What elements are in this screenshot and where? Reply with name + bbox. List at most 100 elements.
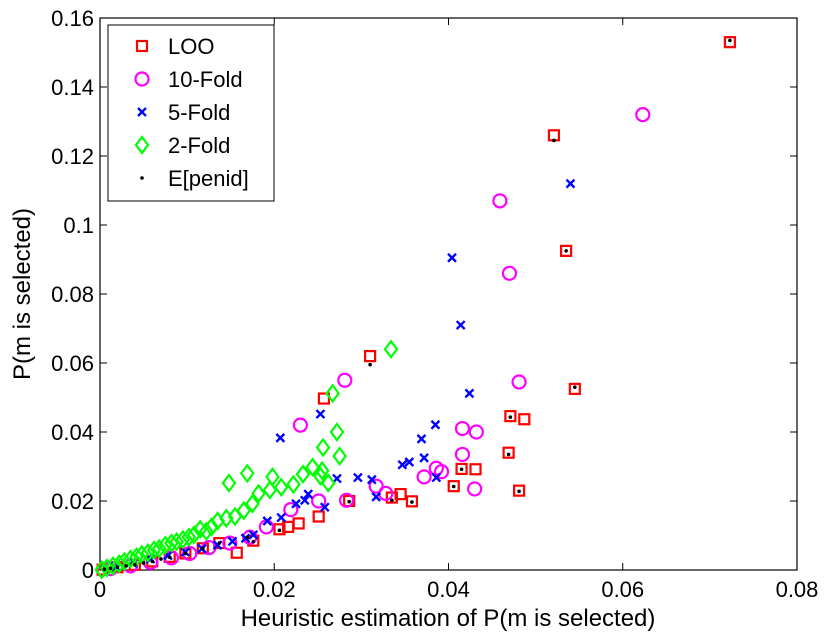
point-10-fold bbox=[338, 492, 355, 508]
x-axis-label: Heuristic estimation of P(m is selected) bbox=[241, 605, 656, 632]
legend-marker-e-penid bbox=[140, 176, 144, 180]
point-10-fold bbox=[635, 106, 651, 123]
point-2-fold bbox=[94, 559, 110, 580]
point-e-penid bbox=[159, 557, 163, 561]
point-loo bbox=[723, 36, 737, 49]
y-tick-label: 0.02 bbox=[51, 489, 94, 514]
point-10-fold bbox=[492, 193, 508, 209]
point-10-fold bbox=[501, 265, 518, 281]
point-e-penid bbox=[133, 563, 137, 567]
legend-marker-2-fold bbox=[134, 135, 150, 155]
point-2-fold bbox=[295, 464, 311, 484]
point-2-fold bbox=[332, 446, 347, 466]
point-5-fold bbox=[276, 512, 287, 523]
point-5-fold bbox=[248, 529, 259, 540]
point-10-fold bbox=[428, 460, 444, 476]
point-e-penid bbox=[245, 535, 250, 540]
point-e-penid bbox=[141, 561, 146, 565]
point-2-fold bbox=[273, 477, 289, 498]
point-loo bbox=[504, 410, 517, 423]
y-tick-label: 0.12 bbox=[51, 144, 94, 169]
point-loo bbox=[363, 350, 377, 363]
point-2-fold bbox=[169, 531, 185, 552]
y-tick-label: 0 bbox=[82, 558, 94, 583]
x-tick-label: 0.02 bbox=[253, 577, 296, 602]
point-e-penid bbox=[150, 559, 155, 564]
legend: LOO 10-Fold 5-Fold 2-Fold E[penid] bbox=[107, 24, 275, 202]
point-e-penid bbox=[368, 362, 372, 367]
legend-label-10-fold: 10-Fold bbox=[168, 67, 243, 92]
series-e-penid bbox=[102, 38, 732, 572]
point-e-penid bbox=[102, 567, 107, 572]
point-2-fold bbox=[313, 466, 328, 486]
point-10-fold bbox=[222, 535, 238, 551]
point-e-penid bbox=[564, 249, 568, 253]
point-e-penid bbox=[728, 38, 732, 43]
point-loo bbox=[273, 523, 286, 536]
point-e-penid bbox=[124, 564, 128, 568]
point-e-penid bbox=[552, 138, 556, 143]
point-2-fold bbox=[325, 383, 340, 404]
point-10-fold bbox=[467, 481, 483, 497]
x-axis: 0 0.02 0.04 0.06 0.08 bbox=[94, 18, 819, 602]
point-5-fold bbox=[303, 489, 314, 499]
y-tick-label: 0.06 bbox=[51, 351, 94, 376]
point-2-fold bbox=[227, 506, 243, 527]
point-2-fold bbox=[192, 519, 208, 540]
point-loo bbox=[455, 462, 468, 476]
point-e-penid bbox=[167, 555, 172, 560]
point-e-penid bbox=[183, 551, 188, 556]
point-e-penid bbox=[508, 415, 513, 419]
point-loo bbox=[230, 546, 243, 559]
point-2-fold bbox=[221, 473, 237, 493]
point-10-fold bbox=[368, 478, 384, 494]
point-2-fold bbox=[329, 422, 345, 442]
point-2-fold bbox=[251, 483, 266, 504]
point-5-fold bbox=[291, 498, 301, 509]
point-loo bbox=[282, 520, 295, 533]
point-5-fold bbox=[275, 433, 286, 443]
legend-label-5-fold: 5-Fold bbox=[168, 100, 230, 125]
point-e-penid bbox=[115, 565, 120, 570]
point-10-fold bbox=[454, 446, 471, 463]
series-loo bbox=[96, 36, 737, 576]
point-e-penid bbox=[108, 566, 113, 571]
x-tick-label: 0.08 bbox=[776, 577, 819, 602]
y-tick-label: 0.08 bbox=[51, 282, 94, 307]
legend-label-e-penid: E[penid] bbox=[168, 166, 249, 191]
y-tick-label: 0.1 bbox=[63, 213, 94, 238]
point-5-fold bbox=[240, 533, 251, 544]
point-5-fold bbox=[227, 536, 238, 547]
point-loo bbox=[447, 480, 460, 493]
point-2-fold bbox=[151, 538, 167, 559]
point-e-penid bbox=[347, 499, 351, 504]
series-2-fold bbox=[94, 339, 399, 580]
legend-label-2-fold: 2-Fold bbox=[168, 133, 230, 158]
point-10-fold bbox=[283, 502, 299, 518]
point-2-fold bbox=[239, 463, 255, 484]
point-5-fold bbox=[419, 453, 429, 463]
legend-label-loo: LOO bbox=[168, 34, 214, 59]
point-5-fold bbox=[366, 474, 377, 485]
y-axis: 0 0.02 0.04 0.06 0.08 0.1 0.12 0.14 0.16 bbox=[51, 6, 797, 583]
point-loo bbox=[469, 463, 482, 476]
y-tick-label: 0.16 bbox=[51, 6, 94, 31]
y-tick-label: 0.04 bbox=[51, 420, 94, 445]
point-5-fold bbox=[397, 459, 408, 470]
point-10-fold bbox=[468, 424, 484, 440]
point-2-fold bbox=[245, 493, 260, 514]
data-marks bbox=[94, 36, 737, 580]
point-loo bbox=[512, 484, 526, 497]
point-e-penid bbox=[390, 498, 394, 503]
point-5-fold bbox=[565, 178, 576, 189]
point-5-fold bbox=[353, 472, 363, 483]
x-tick-label: 0 bbox=[94, 577, 106, 602]
point-e-penid bbox=[277, 528, 282, 533]
point-e-penid bbox=[201, 546, 205, 551]
x-tick-label: 0.04 bbox=[427, 577, 470, 602]
point-10-fold bbox=[454, 420, 471, 437]
point-5-fold bbox=[416, 434, 427, 444]
point-10-fold bbox=[337, 372, 353, 388]
point-e-penid bbox=[410, 500, 414, 504]
